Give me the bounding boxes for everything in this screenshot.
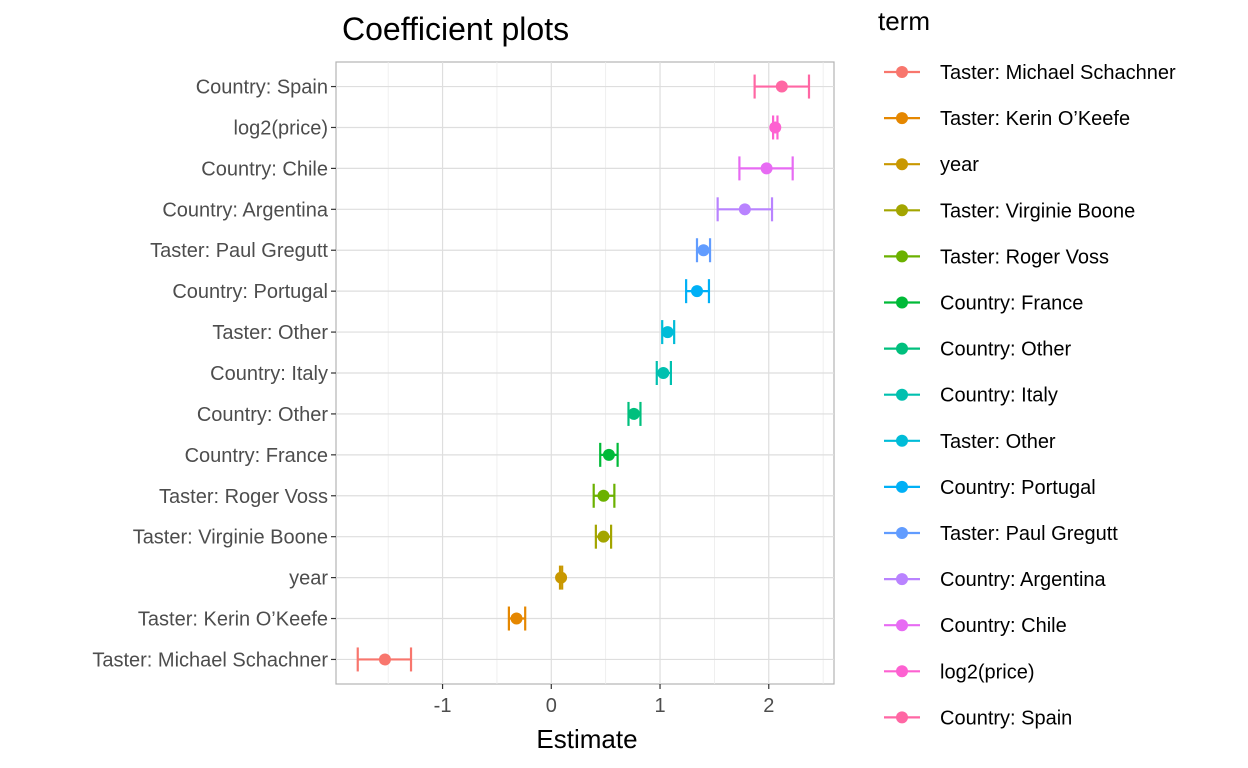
y-tick-label: Country: France (185, 445, 328, 467)
legend-item: Country: Italy (884, 385, 1058, 407)
estimate-point (775, 80, 788, 93)
x-tick-label: 1 (654, 695, 665, 717)
legend-item: Taster: Michael Schachner (884, 62, 1176, 84)
legend-key-point (896, 296, 908, 309)
legend-label: Country: Chile (940, 615, 1067, 637)
estimate-point (378, 653, 391, 666)
y-tick-label: year (289, 568, 328, 590)
legend-label: Taster: Other (940, 431, 1056, 453)
legend-key-point (896, 204, 908, 217)
estimate-point (597, 530, 610, 543)
estimate-point (627, 407, 640, 420)
estimate-point (690, 285, 703, 298)
legend-item: Country: Argentina (884, 569, 1107, 591)
legend-key-point (896, 158, 908, 171)
legend-item: Country: Spain (884, 707, 1072, 729)
legend-item: log2(price) (884, 661, 1034, 683)
estimate-point (510, 612, 523, 625)
legend-key-point (896, 342, 908, 355)
estimate-point (555, 571, 568, 584)
legend-label: Taster: Kerin O’Keefe (940, 108, 1130, 130)
legend-key-point (896, 434, 908, 447)
legend-label: log2(price) (940, 661, 1034, 683)
y-tick-label: Taster: Michael Schachner (92, 649, 328, 671)
legend-key-point (896, 66, 908, 78)
chart-title: Coefficient plots (342, 11, 569, 47)
legend-label: Taster: Michael Schachner (940, 62, 1176, 84)
y-tick-label: Country: Italy (210, 363, 328, 385)
legend-item: Taster: Paul Gregutt (884, 523, 1118, 545)
y-tick-label: Taster: Other (212, 322, 328, 344)
y-tick-label: Country: Portugal (172, 281, 328, 303)
legend-label: Country: Portugal (940, 477, 1096, 499)
legend-item: Taster: Kerin O’Keefe (884, 108, 1130, 130)
legend-key-point (896, 619, 908, 632)
legend-item: Taster: Roger Voss (884, 246, 1109, 268)
legend-label: Country: Spain (940, 707, 1072, 729)
estimate-points (378, 80, 788, 666)
estimate-point (657, 367, 670, 379)
legend-key-point (896, 480, 908, 493)
y-tick-label: Taster: Virginie Boone (133, 527, 328, 549)
legend-item: Country: Other (884, 339, 1072, 361)
y-axis-labels: Taster: Michael Schachner Taster: Kerin O… (92, 77, 336, 671)
x-tick-label: 0 (546, 695, 557, 717)
legend-title: term (878, 6, 930, 36)
legend-item: Country: France (884, 293, 1083, 315)
legend-item: year (884, 154, 979, 176)
y-tick-label: Taster: Paul Gregutt (150, 240, 328, 262)
legend-label: Taster: Paul Gregutt (940, 523, 1118, 545)
legend-item: Taster: Other (884, 431, 1056, 453)
x-axis-title: Estimate (536, 724, 637, 754)
x-tick-label: -1 (434, 695, 452, 717)
legend-label: year (940, 154, 979, 176)
estimate-point (760, 162, 773, 175)
y-tick-label: Country: Argentina (162, 199, 329, 221)
x-axis-ticks: -1 0 1 2 (434, 684, 774, 717)
legend-key-point (896, 250, 908, 263)
legend-item: Country: Portugal (884, 477, 1096, 499)
legend-label: Country: Argentina (940, 569, 1107, 591)
legend-key-point (896, 711, 908, 724)
estimate-point (697, 244, 710, 257)
legend-key-point (896, 112, 908, 125)
estimate-point (602, 448, 615, 461)
legend-label: Country: Italy (940, 385, 1058, 407)
legend-key-point (896, 573, 908, 586)
legend-label: Country: France (940, 293, 1083, 315)
y-tick-label: Taster: Kerin O’Keefe (138, 609, 328, 631)
legend-item: Taster: Virginie Boone (884, 200, 1135, 222)
legend-label: Country: Other (940, 339, 1072, 361)
y-tick-label: Taster: Roger Voss (159, 486, 328, 508)
x-tick-label: 2 (763, 695, 774, 717)
y-tick-label: Country: Other (197, 404, 329, 426)
y-tick-label: Country: Spain (196, 77, 328, 99)
legend: Taster: Michael Schachner Taster: Kerin O… (884, 62, 1176, 729)
legend-item: Country: Chile (884, 615, 1067, 637)
legend-key-point (896, 527, 908, 539)
legend-key-point (896, 388, 908, 401)
estimate-point (769, 121, 782, 134)
estimate-point (661, 326, 674, 339)
legend-label: Taster: Roger Voss (940, 246, 1109, 268)
legend-label: Taster: Virginie Boone (940, 200, 1135, 222)
estimate-point (597, 489, 610, 502)
legend-key-point (896, 665, 908, 678)
estimate-point (738, 203, 751, 216)
y-tick-label: log2(price) (234, 117, 328, 139)
y-tick-label: Country: Chile (201, 158, 328, 180)
